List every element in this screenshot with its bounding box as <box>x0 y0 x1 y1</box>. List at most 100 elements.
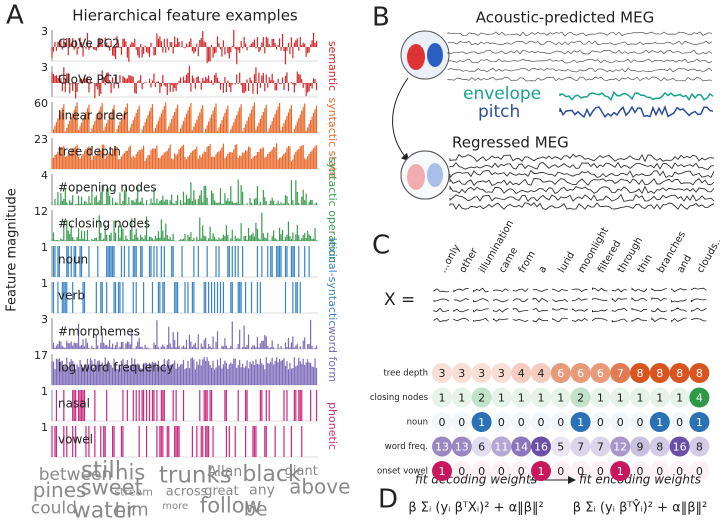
matrix-label: X = <box>384 290 415 310</box>
meg-trace <box>651 297 667 302</box>
meg-trace <box>592 317 608 322</box>
group-label: phonetic <box>326 402 339 450</box>
value-cell <box>451 436 472 457</box>
cell-value: 13 <box>435 441 449 454</box>
value-cell <box>649 412 670 432</box>
track-label: #opening nodes <box>58 181 157 195</box>
value-cell <box>610 461 631 481</box>
value-cell <box>432 461 452 481</box>
value-cell <box>451 461 472 481</box>
value-cell <box>531 436 551 457</box>
cell-value: 8 <box>676 367 683 380</box>
track-label: #morphemes <box>58 325 140 339</box>
meg-trace <box>611 307 628 312</box>
cell-value: 1 <box>439 392 446 405</box>
track-label: #closing nodes <box>58 217 150 231</box>
cell-value: 7 <box>577 441 584 454</box>
value-cell <box>550 363 571 383</box>
meg-trace <box>532 317 549 323</box>
cell-value: 9 <box>637 441 644 454</box>
y-tick-label: 1 <box>41 385 48 398</box>
meg-trace <box>473 287 489 293</box>
topo <box>427 43 443 67</box>
value-cell <box>689 412 710 432</box>
y-tick-label: 12 <box>34 205 48 218</box>
value-cell <box>630 363 650 383</box>
y-tick-label: 60 <box>34 97 48 110</box>
meg-trace <box>433 288 450 293</box>
cell-value: 4 <box>538 367 545 380</box>
value-cell <box>689 387 710 408</box>
meg-trace <box>651 288 667 292</box>
cell-value: 6 <box>577 367 584 380</box>
value-cell <box>630 387 650 408</box>
cell-value: 2 <box>478 392 485 405</box>
meg-trace <box>449 202 715 210</box>
cloud-word: black <box>242 462 301 487</box>
cell-value: 1 <box>656 416 663 429</box>
cell-value: 1 <box>676 392 683 405</box>
cell-value: 0 <box>617 416 624 429</box>
value-cell <box>630 461 650 481</box>
meg-trace <box>592 287 608 292</box>
cell-value: 0 <box>597 416 604 429</box>
cell-value: 5 <box>557 441 564 454</box>
word: a <box>537 264 550 275</box>
cell-value: 0 <box>478 465 485 478</box>
cloud-word: any <box>249 482 275 498</box>
cell-value: 0 <box>518 416 525 429</box>
trace <box>51 319 318 349</box>
value-cell <box>511 412 532 432</box>
value-cell <box>669 412 690 432</box>
meg-trace <box>691 298 707 303</box>
group-label: syntactic operation <box>326 157 339 263</box>
meg-trace <box>631 287 648 293</box>
meg-trace <box>671 288 687 293</box>
cloud-word: sweet <box>81 476 143 500</box>
meg-trace <box>559 104 714 119</box>
cell-value: 0 <box>518 465 525 478</box>
meg-trace <box>572 297 588 302</box>
meg-trace <box>552 307 568 311</box>
pitch-label: pitch <box>478 102 520 122</box>
meg-trace <box>572 317 588 322</box>
value-cell <box>669 436 690 457</box>
meg-trace <box>473 308 489 313</box>
cell-value: 0 <box>637 416 644 429</box>
cell-value: 8 <box>696 441 703 454</box>
value-cell <box>570 363 591 383</box>
group-label: lexical-syntactic <box>326 238 339 327</box>
cell-value: 0 <box>597 465 604 478</box>
word: clouds... <box>695 233 720 275</box>
meg-trace <box>433 298 450 302</box>
value-cell <box>689 461 710 481</box>
cloud-word: more <box>162 501 188 512</box>
group-label: word form <box>326 326 339 382</box>
meg-trace <box>611 318 628 323</box>
cell-value: 1 <box>557 392 564 405</box>
meg-trace <box>532 297 549 303</box>
cell-value: 16 <box>673 441 687 454</box>
value-cell <box>491 461 512 481</box>
meg-trace <box>691 287 707 291</box>
trace <box>51 426 303 457</box>
cell-value: 8 <box>656 367 663 380</box>
meg-trace <box>449 161 715 170</box>
trace <box>51 65 318 99</box>
meg-trace <box>447 58 713 64</box>
arrow <box>392 77 410 162</box>
value-cell <box>649 436 670 457</box>
trace <box>52 282 301 313</box>
cell-value: 6 <box>557 367 564 380</box>
value-cell <box>432 387 452 408</box>
meg-trace <box>493 308 509 313</box>
trace <box>51 212 318 241</box>
meg-trace <box>453 288 469 293</box>
cloud-word: between <box>39 465 113 485</box>
cell-value: 2 <box>577 392 584 405</box>
meg-trace <box>552 298 569 303</box>
cell-value: 0 <box>458 416 465 429</box>
value-cell <box>590 363 611 383</box>
meg-trace <box>611 288 628 293</box>
